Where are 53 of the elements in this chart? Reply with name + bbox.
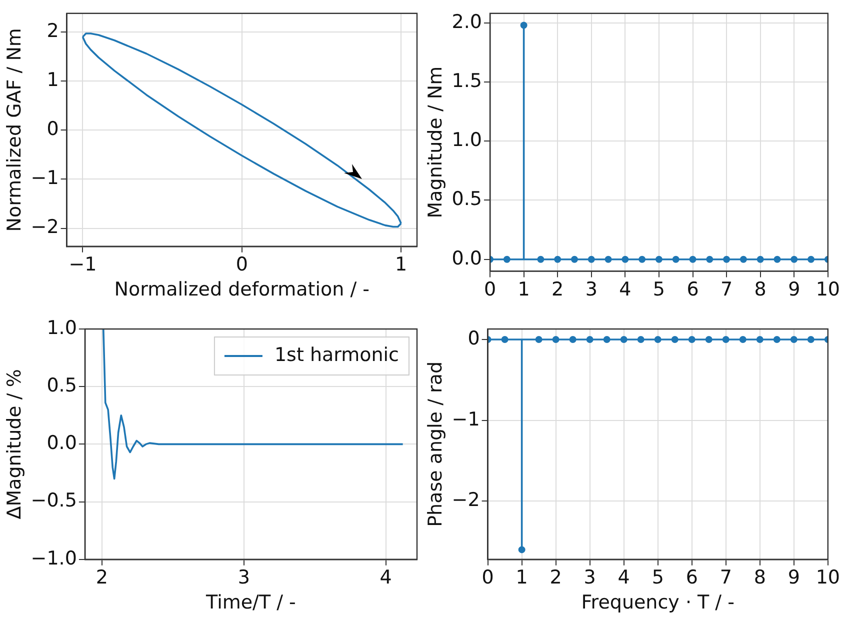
y-tick-label: 0.5 (452, 188, 482, 210)
y-axis-title: Magnitude / Nm (424, 66, 446, 218)
x-tick-label: 1 (395, 254, 408, 276)
x-tick-label: 2 (552, 278, 564, 301)
x-tick-label: 3 (585, 278, 598, 301)
x-tick-label: 10 (816, 566, 840, 589)
x-tick-label: 4 (619, 278, 632, 301)
y-tick-label: −1 (452, 408, 480, 430)
x-tick-label: 2 (96, 566, 108, 589)
x-tick-label: 4 (380, 566, 392, 589)
x-axis-title: Normalized deformation / - (114, 278, 370, 301)
legend-label: 1st harmonic (274, 344, 400, 366)
y-tick-label: 1.5 (452, 70, 482, 92)
x-axis-title: Frequency · T / - (581, 592, 734, 614)
y-tick-label: −2 (30, 216, 59, 238)
y-tick-label: 2 (46, 20, 59, 42)
y-tick-label: 0.0 (46, 432, 77, 454)
y-tick-label: −0.5 (30, 490, 77, 512)
x-tick-label: 6 (686, 278, 699, 301)
x-tick-label: 5 (652, 278, 666, 301)
x-tick-label: 10 (816, 278, 840, 301)
y-tick-label: 1 (46, 69, 59, 92)
x-tick-label: 5 (652, 566, 664, 589)
y-tick-label: 1.0 (452, 129, 482, 152)
x-tick-label: 0 (484, 278, 496, 301)
x-tick-label: 4 (618, 566, 630, 589)
x-tick-label: 9 (788, 566, 800, 589)
x-tick-label: 3 (584, 566, 596, 589)
x-tick-label: 9 (788, 278, 800, 301)
y-tick-label: 2.0 (452, 10, 482, 33)
y-tick-label: 0.0 (452, 247, 482, 270)
y-tick-label: −1 (30, 167, 59, 190)
y-tick-label: 0 (46, 118, 59, 140)
x-tick-label: 1 (516, 566, 528, 589)
y-tick-label: −2 (452, 489, 480, 512)
x-tick-label: 7 (720, 278, 733, 301)
x-tick-label: 0 (236, 254, 248, 276)
x-tick-label: 7 (720, 566, 732, 589)
x-tick-label: 8 (754, 566, 766, 589)
x-tick-label: 6 (686, 566, 698, 589)
y-tick-label: −1.0 (30, 547, 77, 570)
y-axis-title: Phase angle / rad (424, 361, 446, 527)
y-axis-title: Normalized GAF / Nm (3, 28, 26, 232)
y-axis-title: ΔMagnitude / % (3, 369, 26, 520)
y-tick-label: 1.0 (46, 316, 77, 339)
x-tick-label: 1 (518, 278, 530, 301)
y-tick-label: 0 (468, 327, 480, 350)
x-tick-label: 2 (550, 566, 562, 589)
x-axis-title: Time/T / - (205, 592, 296, 614)
x-tick-label: −1 (68, 254, 97, 276)
y-tick-label: 0.5 (46, 374, 77, 397)
x-tick-label: 8 (754, 278, 766, 301)
x-tick-label: 3 (238, 566, 250, 589)
